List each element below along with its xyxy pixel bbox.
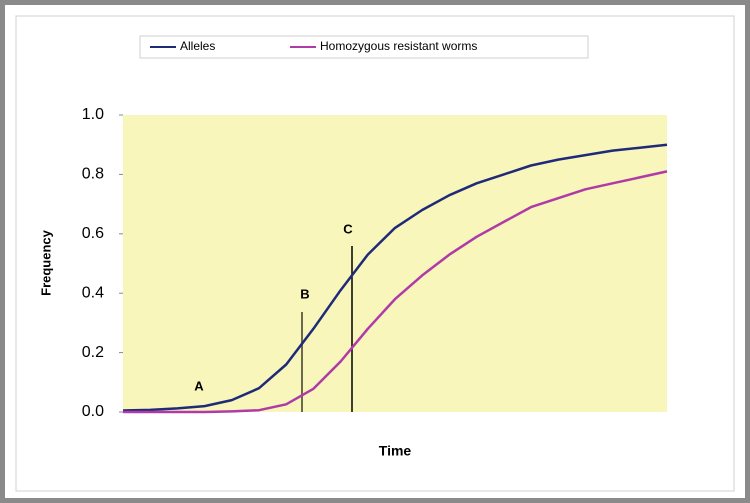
- line-series: [123, 170, 668, 414]
- y-tick-label: 0.4: [82, 284, 104, 301]
- y-tick-label: 1.0: [82, 106, 104, 123]
- x-axis-label: Time: [379, 443, 412, 459]
- plot-area: [123, 115, 667, 412]
- legend-box: [139, 35, 589, 59]
- legend-label: Homozygous resistant worms: [320, 39, 477, 53]
- legend-label: Alleles: [180, 39, 215, 53]
- line-series: [122, 143, 668, 412]
- y-tick-label: 0.8: [82, 166, 104, 183]
- annotation: C: [343, 221, 353, 236]
- annotation: B: [300, 286, 309, 301]
- y-axis-label: Frequency: [38, 229, 53, 296]
- y-tick-label: 0.2: [82, 344, 104, 361]
- y-tick-label: 0.6: [82, 225, 104, 242]
- y-tick-label: 0.0: [82, 403, 104, 420]
- annotation: A: [194, 378, 204, 393]
